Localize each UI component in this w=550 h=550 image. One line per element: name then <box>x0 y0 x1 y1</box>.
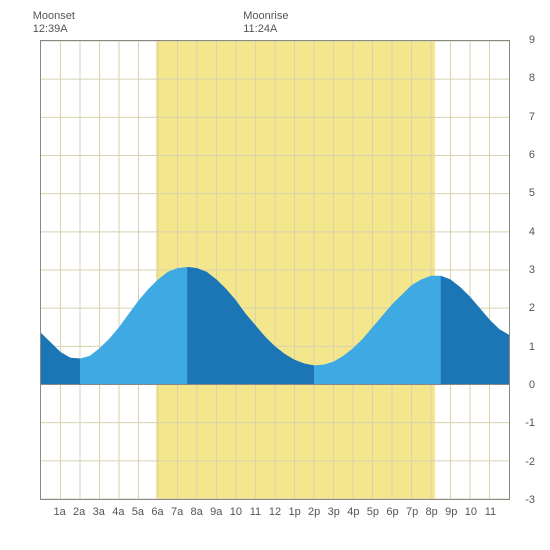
tide-area-dark <box>441 276 509 385</box>
x-tick-label: 9p <box>445 506 457 518</box>
y-tick-label: -3 <box>525 494 535 506</box>
y-tick-label: 7 <box>529 111 535 123</box>
header-labels: Moonset 12:39A Moonrise 11:24A <box>10 10 540 40</box>
x-tick-label: 11 <box>250 506 261 518</box>
x-tick-label: 12 <box>269 506 281 518</box>
y-tick-label: 0 <box>529 379 535 391</box>
x-tick-label: 4p <box>347 506 359 518</box>
chart-svg <box>41 41 509 499</box>
moonrise-time: 11:24A <box>243 23 288 36</box>
x-tick-label: 3a <box>93 506 105 518</box>
y-tick-label: 2 <box>529 302 535 314</box>
x-tick-label: 8p <box>426 506 438 518</box>
y-tick-label: 6 <box>529 149 535 161</box>
x-tick-label: 2p <box>308 506 320 518</box>
y-tick-label: -2 <box>525 456 535 468</box>
moonset-time: 12:39A <box>33 23 75 36</box>
x-tick-label: 1p <box>288 506 300 518</box>
x-tick-label: 5a <box>132 506 144 518</box>
y-tick-label: 4 <box>529 226 535 238</box>
x-tick-label: 10 <box>465 506 477 518</box>
x-tick-label: 10 <box>230 506 242 518</box>
moonset-label: Moonset 12:39A <box>33 10 75 36</box>
x-tick-label: 7a <box>171 506 183 518</box>
x-tick-label: 5p <box>367 506 379 518</box>
moonset-title: Moonset <box>33 10 75 23</box>
grid <box>41 41 509 499</box>
x-axis-ticks: 1a 2a 3a 4a 5a 6a 7a 8a 9a 10 11 12 1p 2p 3p 4p 5p 6p 7p 8p… <box>40 506 510 526</box>
y-tick-label: 8 <box>529 72 535 84</box>
y-tick-label: -1 <box>525 417 535 429</box>
x-tick-label: 6a <box>151 506 163 518</box>
tide-chart: Moonset 12:39A Moonrise 11:24A -3-2-1012… <box>10 10 540 540</box>
y-tick-label: 9 <box>529 34 535 46</box>
x-tick-label: 8a <box>191 506 203 518</box>
x-tick-label: 1a <box>53 506 65 518</box>
x-tick-label: 9a <box>210 506 222 518</box>
y-axis-ticks: -3-2-10123456789 <box>515 40 535 500</box>
y-tick-label: 1 <box>529 341 535 353</box>
x-tick-label: 11 <box>485 506 496 518</box>
x-tick-label: 7p <box>406 506 418 518</box>
y-tick-label: 5 <box>529 187 535 199</box>
x-tick-label: 6p <box>386 506 398 518</box>
x-tick-label: 4a <box>112 506 124 518</box>
moonrise-title: Moonrise <box>243 10 288 23</box>
moonrise-label: Moonrise 11:24A <box>243 10 288 36</box>
plot-area <box>40 40 510 500</box>
x-tick-label: 2a <box>73 506 85 518</box>
x-tick-label: 3p <box>328 506 340 518</box>
y-tick-label: 3 <box>529 264 535 276</box>
